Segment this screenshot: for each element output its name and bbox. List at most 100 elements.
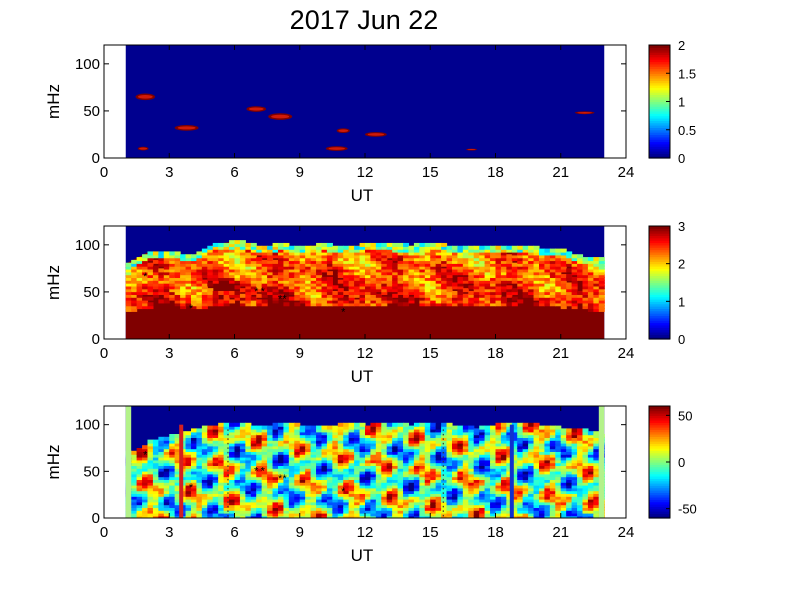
heatmap-cell bbox=[479, 484, 486, 489]
heatmap-cell bbox=[370, 462, 377, 466]
heatmap-cell bbox=[316, 271, 323, 276]
heatmap-cell bbox=[424, 248, 431, 253]
heatmap-cell bbox=[490, 302, 497, 307]
heatmap-cell bbox=[250, 501, 257, 506]
heatmap-cell bbox=[468, 257, 475, 262]
heatmap-cell bbox=[500, 445, 507, 450]
heatmap-cell bbox=[147, 265, 154, 270]
heatmap-cell bbox=[229, 434, 236, 438]
heatmap-cell bbox=[234, 487, 241, 492]
heatmap-cell bbox=[381, 490, 388, 494]
heatmap-cell bbox=[549, 290, 556, 295]
heatmap-cell bbox=[158, 515, 165, 518]
heatmap-cell bbox=[511, 431, 518, 436]
heatmap-cell bbox=[348, 274, 355, 279]
heatmap-cell bbox=[163, 492, 170, 497]
heatmap-cell bbox=[256, 302, 263, 307]
heatmap-cell bbox=[223, 487, 230, 492]
heatmap-cell bbox=[169, 251, 176, 256]
heatmap-cell bbox=[462, 501, 469, 506]
heatmap-cell bbox=[283, 442, 290, 447]
heatmap-cell bbox=[511, 473, 518, 478]
heatmap-cell bbox=[413, 242, 420, 247]
heatmap-cell bbox=[310, 464, 317, 469]
heatmap-cell bbox=[147, 464, 154, 469]
heatmap-cell bbox=[245, 290, 252, 295]
heatmap-cell bbox=[316, 501, 323, 506]
heatmap-cell bbox=[506, 425, 513, 430]
heatmap-cell bbox=[408, 428, 415, 433]
heatmap-cell bbox=[408, 464, 415, 469]
heatmap-cell bbox=[147, 271, 154, 276]
x-tick-label: 18 bbox=[487, 345, 504, 362]
heatmap-cell bbox=[511, 450, 518, 455]
heatmap-cell bbox=[261, 302, 268, 307]
heatmap-cell bbox=[577, 478, 584, 483]
heatmap-cell bbox=[522, 490, 529, 494]
star-marker: * bbox=[189, 303, 194, 315]
heatmap-cell bbox=[337, 290, 344, 295]
heatmap-cell bbox=[375, 448, 382, 452]
heatmap-cell bbox=[500, 257, 507, 262]
heatmap-cell bbox=[365, 285, 371, 290]
colorbar-segment bbox=[649, 413, 670, 416]
heatmap-cell bbox=[326, 459, 333, 464]
x-axis-label: UT bbox=[351, 186, 374, 205]
heatmap-cell bbox=[511, 467, 518, 472]
heatmap-cell bbox=[571, 265, 578, 270]
heatmap-cell bbox=[142, 453, 149, 458]
heatmap-cell bbox=[582, 296, 589, 301]
heatmap-cell bbox=[430, 259, 437, 264]
heatmap-cell bbox=[517, 425, 524, 430]
heatmap-cell bbox=[446, 262, 453, 267]
heatmap-cell bbox=[180, 279, 187, 284]
heatmap-cell bbox=[408, 487, 415, 492]
heatmap-cell bbox=[239, 262, 246, 267]
heatmap-cell bbox=[452, 445, 458, 450]
heatmap-cell bbox=[234, 431, 241, 436]
heatmap-cell bbox=[403, 492, 410, 497]
heatmap-cell bbox=[299, 425, 306, 430]
heatmap-cell bbox=[457, 506, 464, 511]
heatmap-cell bbox=[435, 290, 442, 295]
heatmap-cell bbox=[299, 276, 306, 281]
heatmap-cell bbox=[294, 428, 301, 433]
heatmap-cell bbox=[419, 487, 426, 492]
heatmap-cell bbox=[174, 492, 181, 497]
heatmap-cell bbox=[321, 473, 328, 478]
heatmap-cell bbox=[256, 462, 263, 466]
heatmap-cell bbox=[522, 431, 529, 436]
heatmap-cell bbox=[484, 481, 491, 486]
heatmap-cell bbox=[473, 478, 480, 483]
heatmap-cell bbox=[234, 509, 241, 514]
heatmap-cell bbox=[571, 285, 578, 290]
heatmap-cell bbox=[359, 476, 366, 480]
heatmap-cell bbox=[560, 464, 567, 469]
heatmap-cell bbox=[419, 476, 426, 480]
heatmap-cell bbox=[131, 290, 138, 295]
heatmap-cell bbox=[577, 276, 584, 281]
heatmap-cell bbox=[473, 293, 480, 298]
heatmap-cell bbox=[310, 445, 317, 450]
heatmap-cell bbox=[392, 262, 399, 267]
heatmap-cell bbox=[278, 431, 284, 436]
colorbar-segment bbox=[649, 256, 670, 260]
heatmap-cell bbox=[577, 470, 584, 475]
heatmap-cell bbox=[261, 442, 268, 447]
heatmap-cell bbox=[560, 434, 567, 438]
heatmap-cell bbox=[131, 509, 138, 514]
heatmap-cell bbox=[441, 257, 448, 262]
heatmap-cell bbox=[544, 434, 551, 438]
heatmap-cell bbox=[267, 436, 274, 441]
heatmap-cell bbox=[441, 442, 448, 447]
heatmap-cell bbox=[452, 296, 458, 301]
heatmap-cell bbox=[441, 470, 448, 475]
heatmap-cell bbox=[136, 506, 143, 511]
heatmap-cell bbox=[500, 476, 507, 480]
heatmap-cell bbox=[582, 259, 589, 264]
heatmap-cell bbox=[403, 425, 410, 430]
heatmap-cell bbox=[544, 464, 551, 469]
heatmap-cell bbox=[468, 448, 475, 452]
heatmap-cell bbox=[321, 254, 328, 259]
heatmap-cell bbox=[283, 288, 290, 293]
